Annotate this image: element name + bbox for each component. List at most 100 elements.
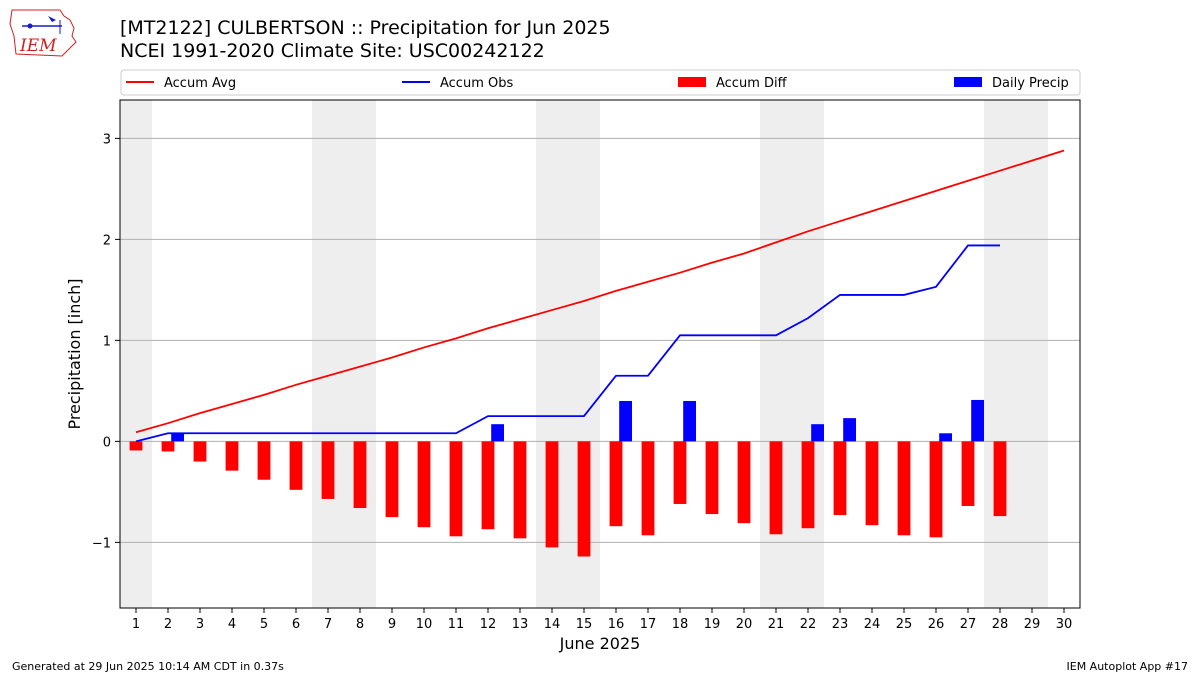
y-axis-label: Precipitation [inch] — [65, 278, 84, 429]
legend-accum-avg: Accum Avg — [126, 76, 236, 91]
y-tick-label: 1 — [103, 334, 111, 349]
accum-obs-line — [135, 244, 1000, 443]
x-tick-label: 16 — [608, 617, 625, 632]
x-tick-label: 22 — [800, 617, 817, 632]
accum-diff-bar — [161, 441, 175, 452]
x-tick-label: 17 — [640, 617, 657, 632]
y-tick-label: −1 — [92, 536, 111, 551]
x-tick-label: 14 — [544, 617, 561, 632]
iem-logo: IEM — [8, 6, 80, 58]
daily-precip-bar — [683, 400, 696, 442]
accum-diff-bar — [321, 441, 335, 499]
x-tick-label: 5 — [260, 617, 268, 632]
x-tick-label: 25 — [896, 617, 913, 632]
app-credit: IEM Autoplot App #17 — [1066, 660, 1189, 673]
accum-diff-bar — [449, 441, 463, 537]
x-tick-label: 7 — [324, 617, 332, 632]
x-tick-label: 30 — [1056, 617, 1073, 632]
legend-box — [120, 69, 1081, 96]
daily-precip-bar — [811, 424, 824, 442]
accum-diff-bar — [641, 441, 655, 536]
x-tick-label: 27 — [960, 617, 977, 632]
x-tick-label: 6 — [292, 617, 300, 632]
x-tick-label: 2 — [164, 617, 172, 632]
x-tick-label: 8 — [356, 617, 364, 632]
accum-diff-bar — [993, 441, 1007, 517]
x-tick-label: 10 — [416, 617, 433, 632]
x-tick-label: 11 — [448, 617, 465, 632]
accum-diff-bar — [737, 441, 751, 524]
x-tick-label: 20 — [736, 617, 753, 632]
y-tick-label: 0 — [103, 435, 111, 450]
generated-timestamp: Generated at 29 Jun 2025 10:14 AM CDT in… — [12, 660, 284, 673]
accum-diff-bar — [929, 441, 943, 538]
weekend-shade — [344, 100, 376, 608]
x-tick-label: 28 — [992, 617, 1009, 632]
axes-frame — [119, 99, 1081, 609]
x-tick-label: 18 — [672, 617, 689, 632]
x-tick-label: 26 — [928, 617, 945, 632]
daily-precip-bar — [171, 433, 184, 442]
x-tick-label: 19 — [704, 617, 721, 632]
x-tick-label: 29 — [1024, 617, 1041, 632]
legend-label: Accum Obs — [440, 76, 513, 91]
accum-diff-bar — [193, 441, 207, 462]
x-tick-label: 15 — [576, 617, 593, 632]
weekend-shade — [120, 100, 152, 608]
legend-bar-swatch — [954, 77, 982, 87]
daily-precip-bar — [843, 418, 856, 442]
weekend-shade — [1016, 100, 1048, 608]
legend-daily-precip: Daily Precip — [954, 76, 1069, 91]
x-axis-label: June 2025 — [559, 634, 641, 653]
accum-diff-bar — [513, 441, 527, 539]
accum-diff-bar — [225, 441, 239, 471]
legend-label: Daily Precip — [992, 76, 1069, 91]
y-tick-label: 3 — [103, 132, 111, 147]
accum-diff-bar — [129, 441, 143, 451]
legend-accum-obs: Accum Obs — [402, 76, 513, 91]
accum-diff-bar — [257, 441, 271, 480]
accum-diff-bar — [769, 441, 783, 535]
x-tick-label: 4 — [228, 617, 236, 632]
x-tick-label: 1 — [132, 617, 140, 632]
legend-label: Accum Avg — [164, 76, 236, 91]
daily-precip-bar — [971, 399, 984, 442]
plot-area — [120, 100, 1080, 608]
chart-title: [MT2122] CULBERTSON :: Precipitation for… — [120, 17, 611, 39]
x-tick-label: 3 — [196, 617, 204, 632]
legend: Accum Avg Accum Obs Accum Diff Daily Precip — [120, 69, 1081, 96]
legend-bar-swatch — [678, 77, 706, 87]
daily-precip-bar — [619, 400, 632, 442]
accum-diff-bar — [545, 441, 559, 548]
x-tick-label: 9 — [388, 617, 396, 632]
weekend-shade — [984, 100, 1016, 608]
accum-diff-bar — [481, 441, 495, 530]
accum-diff-bar — [417, 441, 431, 528]
y-tick-label: 2 — [103, 233, 111, 248]
logo-text: IEM — [19, 36, 57, 56]
accum-diff-bar — [385, 441, 399, 518]
daily-precip-bar — [939, 433, 952, 442]
weekend-shade — [312, 100, 344, 608]
chart-subtitle: NCEI 1991-2020 Climate Site: USC00242122 — [120, 40, 545, 62]
accum-diff-bar — [961, 441, 975, 506]
daily-precip-bar — [491, 424, 504, 442]
legend-accum-diff: Accum Diff — [678, 76, 788, 91]
accum-diff-bar — [289, 441, 303, 490]
accum-avg-line — [135, 149, 1065, 434]
accum-diff-bar — [577, 441, 591, 557]
x-tick-label: 21 — [768, 617, 785, 632]
accum-diff-bar — [609, 441, 623, 527]
accum-diff-bar — [705, 441, 719, 515]
accum-diff-bar — [833, 441, 847, 516]
x-tick-label: 13 — [512, 617, 529, 632]
x-tick-label: 24 — [864, 617, 881, 632]
weekend-shade — [792, 100, 824, 608]
accum-diff-bar — [801, 441, 815, 529]
x-tick-label: 12 — [480, 617, 497, 632]
accum-diff-bar — [865, 441, 879, 526]
legend-label: Accum Diff — [716, 76, 788, 91]
accum-diff-bar — [897, 441, 911, 536]
x-tick-label: 23 — [832, 617, 849, 632]
